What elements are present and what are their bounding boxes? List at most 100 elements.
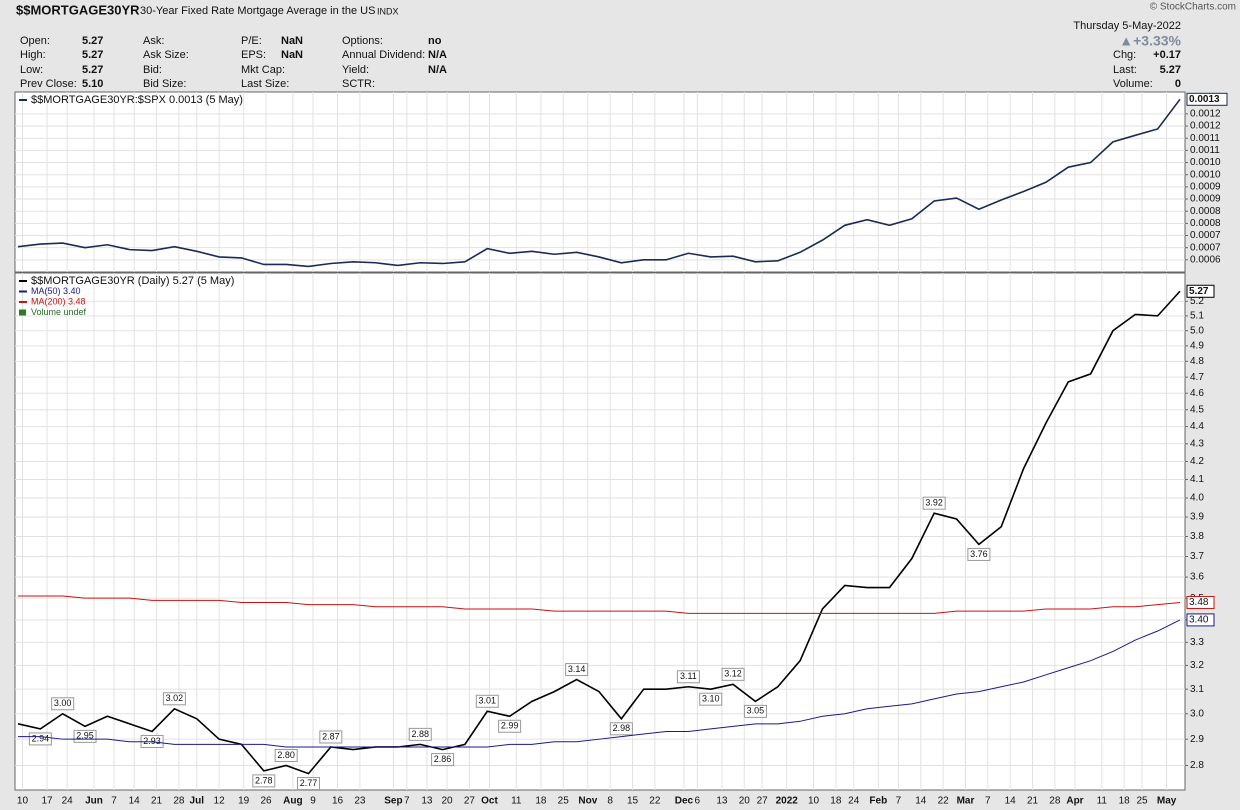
y-tick-label: 3.7	[1190, 551, 1204, 562]
end-label-box	[1186, 284, 1215, 298]
end-label: 5.27	[1189, 286, 1209, 297]
data-label: 3.05	[747, 706, 765, 716]
x-tick-label: 15	[627, 796, 639, 807]
x-tick-label: 8	[607, 796, 613, 807]
panel	[14, 272, 1186, 791]
date: Thursday 5-May-2022	[1073, 20, 1181, 32]
y-tick-label: 4.8	[1190, 356, 1204, 367]
x-tick-label: 22	[938, 796, 950, 807]
quote-label: Last Size:	[241, 78, 289, 90]
panel	[14, 91, 1186, 273]
x-tick-label: 7	[985, 796, 991, 807]
data-label: 3.12	[724, 669, 742, 679]
data-label-box	[28, 732, 52, 746]
x-tick-label: 20	[441, 796, 453, 807]
quote-label: High:	[20, 49, 46, 61]
quote-label: Options:	[342, 35, 383, 47]
quote-value: 5.27	[1160, 64, 1181, 76]
y-tick-label: 3.9	[1190, 512, 1204, 523]
quote-value: 5.27	[82, 35, 103, 47]
quote-value: 5.27	[82, 64, 103, 76]
x-tick-label: 18	[830, 796, 842, 807]
x-tick-label: 27	[757, 796, 769, 807]
x-tick-label: 10	[808, 796, 820, 807]
y-tick-label: 0.0007	[1190, 242, 1221, 253]
x-tick-label: 14	[915, 796, 927, 807]
quote-value: +0.17	[1153, 49, 1181, 61]
end-label: 3.48	[1189, 597, 1209, 608]
quote-label: EPS:	[241, 49, 266, 61]
y-tick-label: 3.1	[1190, 684, 1204, 695]
data-label: 2.78	[255, 775, 273, 785]
x-tick-label: 7	[404, 796, 410, 807]
legend-label: $$MORTGAGE30YR:$SPX 0.0013 (5 May)	[31, 94, 243, 106]
quote-value: no	[428, 35, 442, 47]
x-tick-label: 7	[896, 796, 902, 807]
y-tick-label: 0.0006	[1190, 254, 1221, 265]
x-tick-label: Mar	[957, 796, 975, 807]
x-tick-label: Jun	[85, 796, 103, 807]
data-label-box	[252, 774, 276, 788]
data-label: 2.86	[434, 754, 452, 764]
security-name: 30-Year Fixed Rate Mortgage Average in t…	[140, 5, 375, 17]
data-label-box	[743, 704, 767, 718]
end-label: 3.40	[1189, 615, 1209, 626]
quote-label: Last:	[1113, 64, 1137, 76]
legend-label: Volume undef	[31, 307, 87, 317]
quote-label: Bid:	[143, 64, 162, 76]
data-label: 2.80	[277, 750, 295, 760]
y-tick-label: 0.0011	[1190, 133, 1220, 144]
x-tick-label: 12	[214, 796, 226, 807]
x-tick-label: 21	[1027, 796, 1039, 807]
data-label: 3.02	[166, 693, 184, 703]
x-tick-label: 24	[62, 796, 74, 807]
x-tick-label: May	[1157, 796, 1177, 807]
data-label-box	[699, 692, 723, 706]
data-label-box	[297, 777, 320, 791]
legend-swatch	[19, 309, 26, 316]
quote-value: 5.10	[82, 78, 103, 90]
quote-value: NaN	[281, 35, 303, 47]
data-label: 3.92	[925, 498, 943, 508]
data-label: 2.94	[32, 733, 50, 743]
x-tick-label: 28	[1049, 796, 1061, 807]
y-tick-label: 4.3	[1190, 438, 1204, 449]
y-tick-label: 2.9	[1190, 734, 1204, 745]
x-tick-label: Sep	[384, 796, 402, 807]
data-label-box	[967, 547, 991, 561]
y-tick-label: 4.9	[1190, 341, 1204, 352]
data-label: 3.76	[970, 549, 988, 559]
y-tick-label: 4.1	[1190, 474, 1204, 485]
y-tick-label: 4.0	[1190, 493, 1204, 504]
x-tick-label: 27	[464, 796, 476, 807]
data-label: 3.01	[479, 696, 497, 706]
x-tick-label: 16	[332, 796, 344, 807]
x-tick-label: Aug	[283, 796, 302, 807]
x-tick-label: 25	[558, 796, 570, 807]
quote-label: Ask Size:	[143, 49, 189, 61]
quote-label: SCTR:	[342, 78, 375, 90]
y-tick-label: 0.0011	[1190, 145, 1220, 156]
x-tick-label: 13	[716, 796, 728, 807]
y-tick-label: 0.0010	[1190, 157, 1221, 168]
quote-label: Low:	[20, 64, 43, 76]
x-tick-label: Apr	[1066, 796, 1083, 807]
quote-label: Ask:	[143, 35, 164, 47]
x-tick-label: 6	[695, 796, 701, 807]
quote-label: Yield:	[342, 64, 369, 76]
quote-label: Open:	[20, 35, 50, 47]
data-label-box	[475, 694, 499, 708]
y-tick-label: 3.6	[1190, 572, 1204, 583]
change-pct: ▲+3.33%	[1119, 33, 1181, 49]
x-tick-label: 20	[739, 796, 751, 807]
end-label: 0.0013	[1189, 94, 1220, 105]
quote-label: Mkt Cap:	[241, 64, 285, 76]
x-tick-label: 18	[535, 796, 547, 807]
quote-label: Volume:	[1113, 78, 1153, 90]
quote-label: Chg:	[1113, 49, 1136, 61]
data-label: 2.88	[411, 729, 429, 739]
x-tick-label: 24	[848, 796, 860, 807]
x-tick-label: 23	[354, 796, 366, 807]
y-tick-label: 3.2	[1190, 660, 1204, 671]
x-tick-label: Jul	[190, 796, 205, 807]
